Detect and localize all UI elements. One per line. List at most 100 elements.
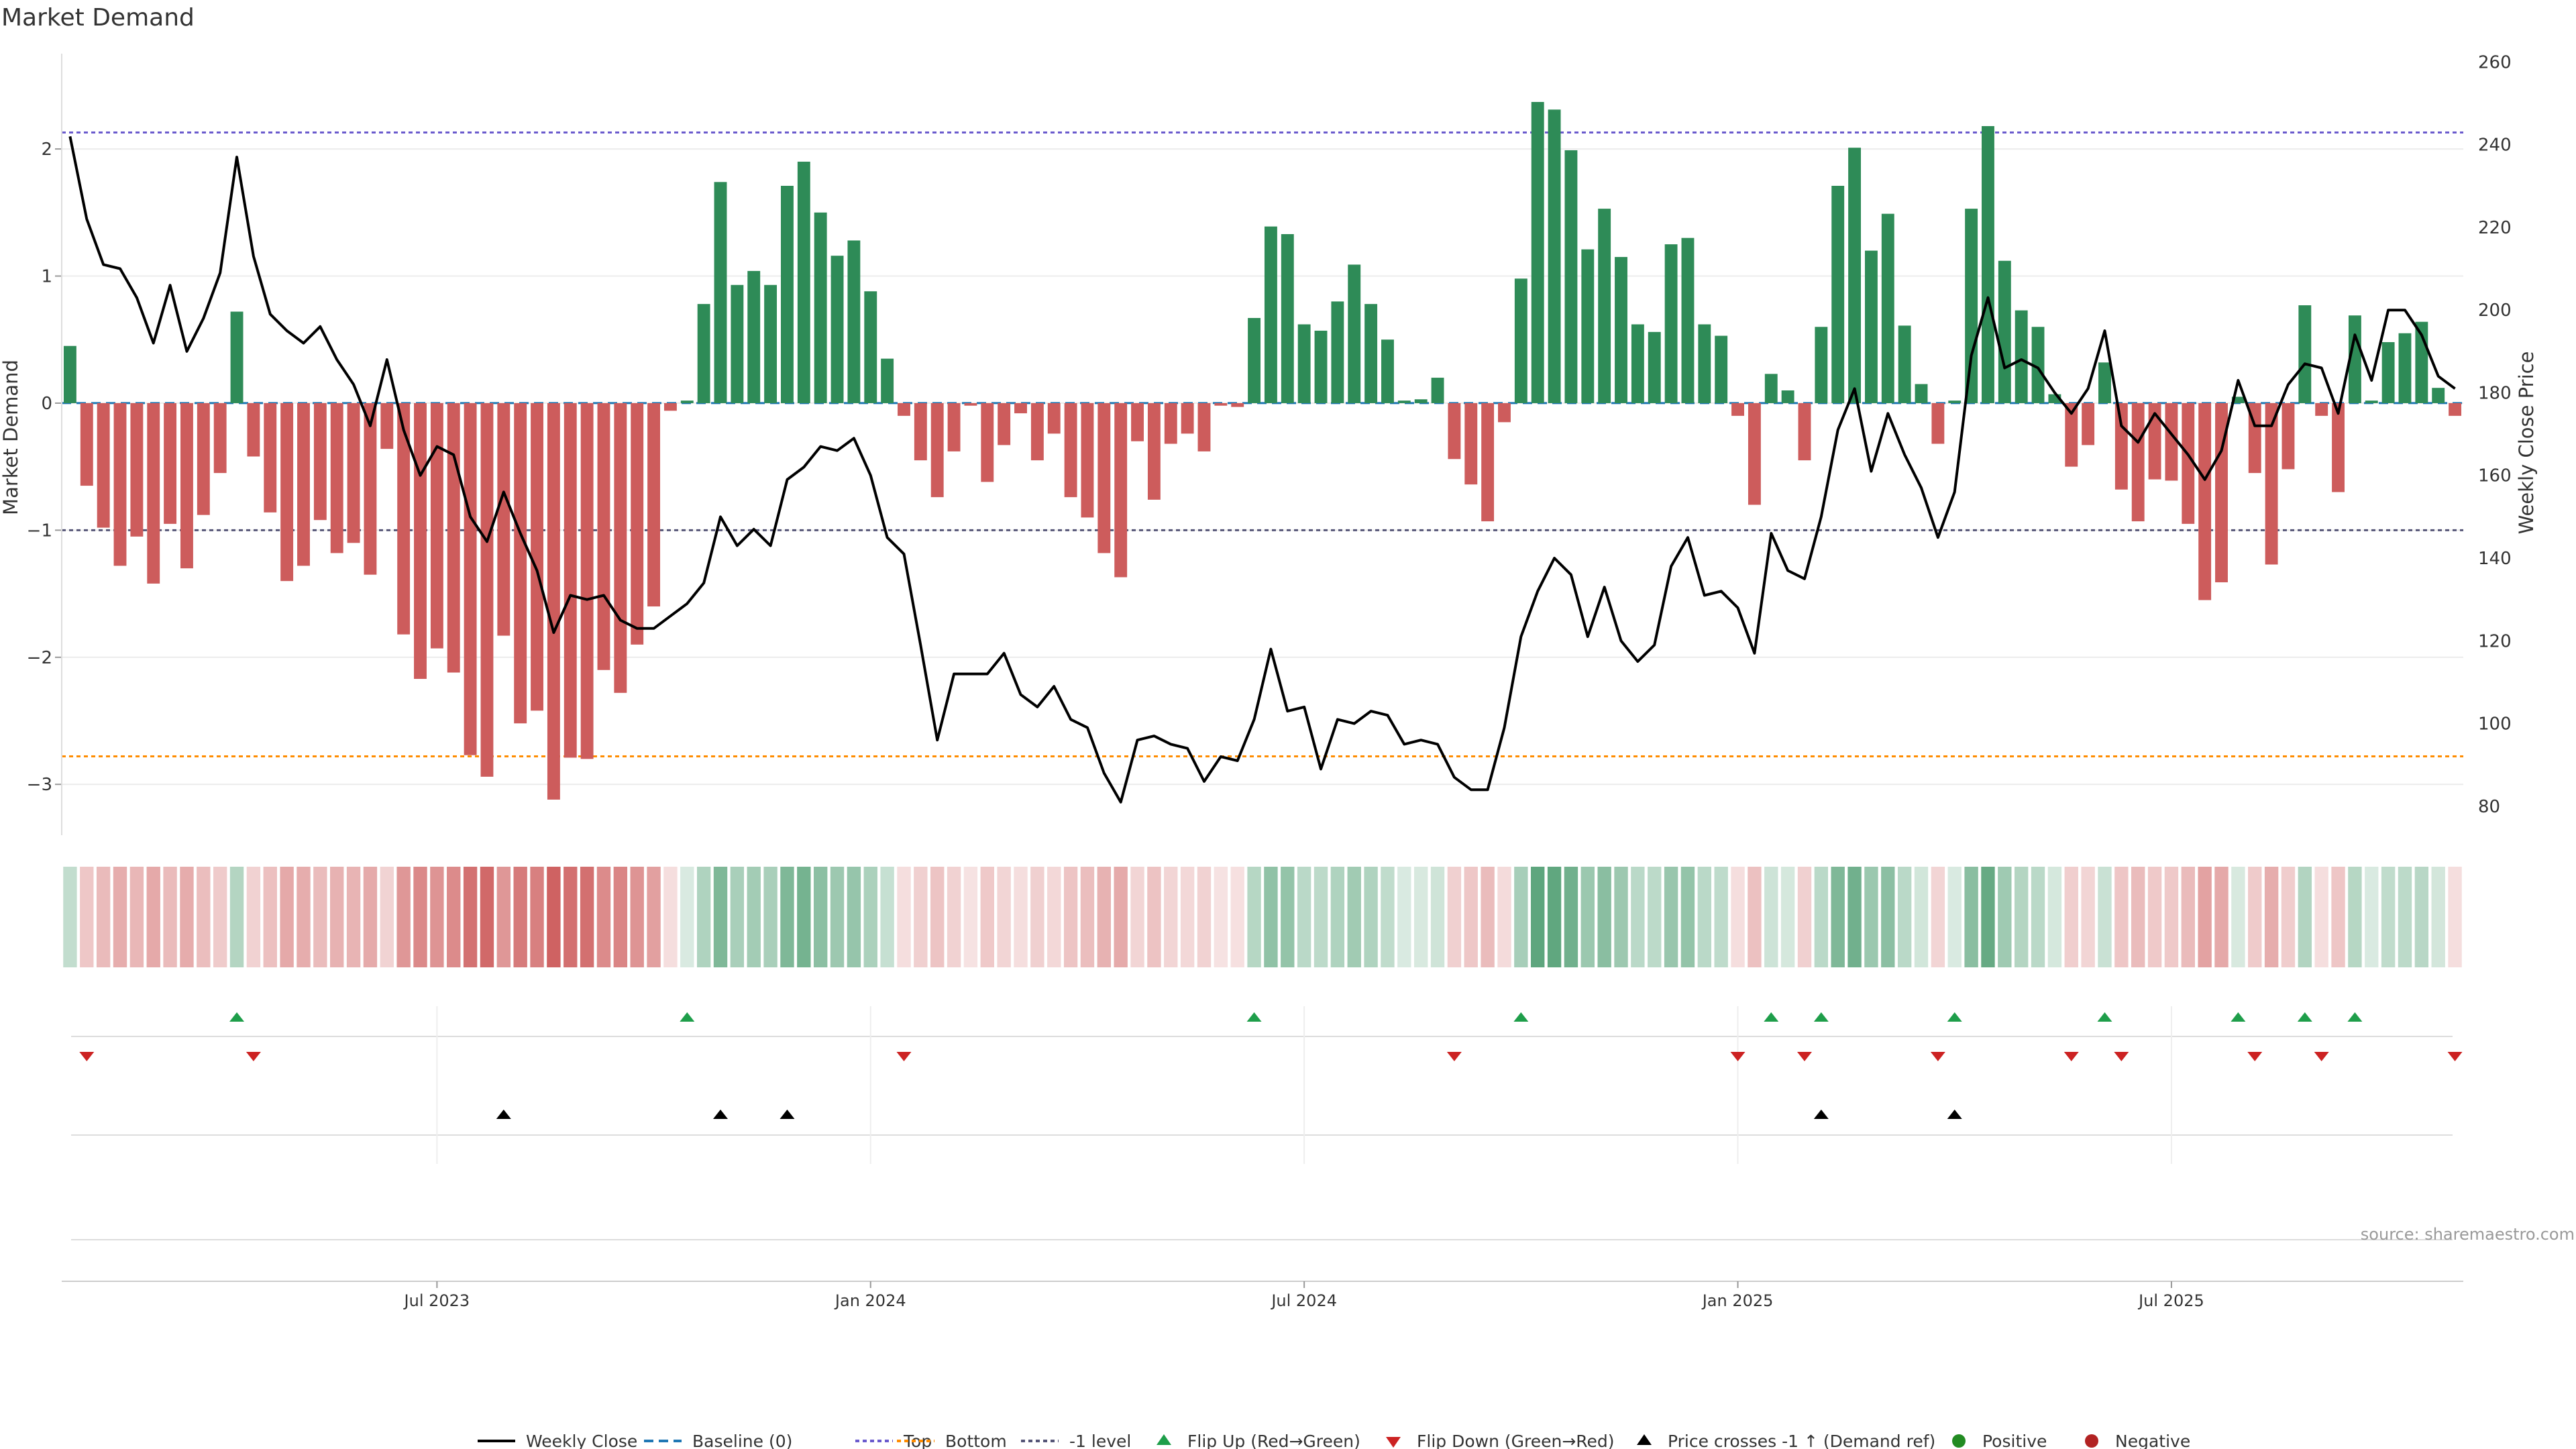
demand-bar bbox=[663, 402, 677, 411]
demand-bar bbox=[1731, 402, 1744, 416]
flip-down-marker bbox=[1446, 1052, 1462, 1061]
heat-cell bbox=[396, 867, 411, 967]
heat-cell bbox=[1981, 867, 1995, 967]
flip-up-marker bbox=[680, 1012, 695, 1022]
heat-cell bbox=[596, 867, 611, 967]
heat-cell bbox=[80, 867, 94, 967]
demand-bar bbox=[998, 402, 1011, 445]
demand-bar bbox=[914, 402, 927, 461]
demand-bar bbox=[1214, 402, 1228, 406]
heat-cell bbox=[297, 867, 311, 967]
heat-cell bbox=[1680, 867, 1695, 967]
flip-up-marker bbox=[2297, 1012, 2312, 1022]
heat-cell bbox=[980, 867, 994, 967]
x-tick-label: Jul 2023 bbox=[403, 1291, 470, 1310]
heat-cell bbox=[346, 867, 361, 967]
demand-bar bbox=[947, 402, 961, 451]
heat-cell bbox=[1547, 867, 1562, 967]
demand-bar bbox=[1414, 399, 1428, 403]
demand-bar bbox=[1564, 150, 1578, 403]
demand-bar bbox=[180, 402, 193, 569]
heat-cell bbox=[1397, 867, 1411, 967]
heat-cell bbox=[847, 867, 861, 967]
heat-cell bbox=[1230, 867, 1244, 967]
demand-bar bbox=[697, 304, 710, 403]
y-tick-label: 2 bbox=[41, 140, 52, 160]
legend-label: Price crosses -1 ↑ (Demand ref) bbox=[1668, 1432, 1935, 1449]
heat-cell bbox=[1597, 867, 1611, 967]
heat-cell bbox=[1164, 867, 1178, 967]
heat-cell bbox=[2098, 867, 2112, 967]
heat-cell bbox=[480, 867, 494, 967]
demand-bar bbox=[1982, 125, 1994, 403]
demand-bar bbox=[1030, 402, 1044, 461]
flip-up-marker bbox=[2231, 1012, 2246, 1022]
legend-positive-icon bbox=[1952, 1434, 1966, 1448]
heat-cell bbox=[1297, 867, 1311, 967]
demand-bar bbox=[731, 284, 744, 403]
heat-cell bbox=[2114, 867, 2129, 967]
heat-cell bbox=[1497, 867, 1511, 967]
heat-cell bbox=[180, 867, 194, 967]
heat-cell bbox=[2365, 867, 2379, 967]
demand-bar bbox=[614, 402, 627, 693]
demand-bar bbox=[580, 402, 594, 759]
demand-bar bbox=[164, 402, 177, 524]
flip-down-marker bbox=[1730, 1052, 1746, 1061]
demand-bar bbox=[747, 270, 761, 403]
demand-bar bbox=[864, 291, 877, 403]
heat-cell bbox=[496, 867, 511, 967]
demand-bar bbox=[1698, 324, 1711, 403]
demand-bar bbox=[464, 402, 477, 755]
legend-label: Bottom bbox=[945, 1432, 1007, 1449]
demand-bar bbox=[1915, 384, 1928, 403]
y-tick-label: −2 bbox=[27, 648, 52, 668]
heat-cell bbox=[63, 867, 77, 967]
y2-tick-label: 140 bbox=[2478, 549, 2512, 569]
demand-bar bbox=[430, 402, 443, 649]
heat-cell bbox=[2381, 867, 2396, 967]
demand-bar bbox=[2114, 402, 2128, 490]
demand-bar bbox=[2131, 402, 2145, 522]
heat-cell bbox=[113, 867, 127, 967]
y-tick-label: 1 bbox=[41, 267, 52, 287]
y2-tick-label: 220 bbox=[2478, 218, 2512, 238]
heat-cell bbox=[580, 867, 594, 967]
heat-cell bbox=[914, 867, 928, 967]
demand-bar bbox=[1364, 304, 1378, 403]
heat-cell bbox=[2081, 867, 2095, 967]
demand-bar bbox=[297, 402, 310, 566]
demand-bar bbox=[930, 402, 944, 498]
heat-cell bbox=[1347, 867, 1361, 967]
heat-cell bbox=[2014, 867, 2029, 967]
heat-cell bbox=[1580, 867, 1595, 967]
demand-bar bbox=[1064, 402, 1077, 498]
demand-bar bbox=[981, 402, 994, 482]
heat-cell bbox=[613, 867, 628, 967]
demand-bar bbox=[1131, 402, 1144, 441]
heat-cell bbox=[1481, 867, 1495, 967]
demand-bar bbox=[1781, 390, 1794, 403]
heat-cell bbox=[1364, 867, 1378, 967]
y2-tick-label: 160 bbox=[2478, 466, 2512, 486]
flip-up-marker bbox=[2347, 1012, 2363, 1022]
demand-bar bbox=[197, 402, 210, 515]
heat-cell bbox=[1047, 867, 1061, 967]
heat-cell bbox=[1748, 867, 1762, 967]
flip-up-marker bbox=[1246, 1012, 1262, 1022]
heat-cell bbox=[763, 867, 777, 967]
demand-bar bbox=[1114, 402, 1128, 578]
demand-bar bbox=[113, 402, 127, 566]
legend-label: Flip Up (Red→Green) bbox=[1187, 1432, 1360, 1449]
demand-bar bbox=[330, 402, 343, 553]
demand-bar bbox=[2182, 402, 2195, 524]
demand-bar bbox=[1898, 325, 1911, 403]
flip-down-marker bbox=[1930, 1052, 1945, 1061]
price-line-group bbox=[68, 136, 2456, 804]
heat-cell bbox=[897, 867, 911, 967]
heat-cell bbox=[197, 867, 211, 967]
heat-cell bbox=[1080, 867, 1095, 967]
heat-cell bbox=[1881, 867, 1895, 967]
demand-bar bbox=[1748, 402, 1761, 505]
heat-cell bbox=[2448, 867, 2462, 967]
